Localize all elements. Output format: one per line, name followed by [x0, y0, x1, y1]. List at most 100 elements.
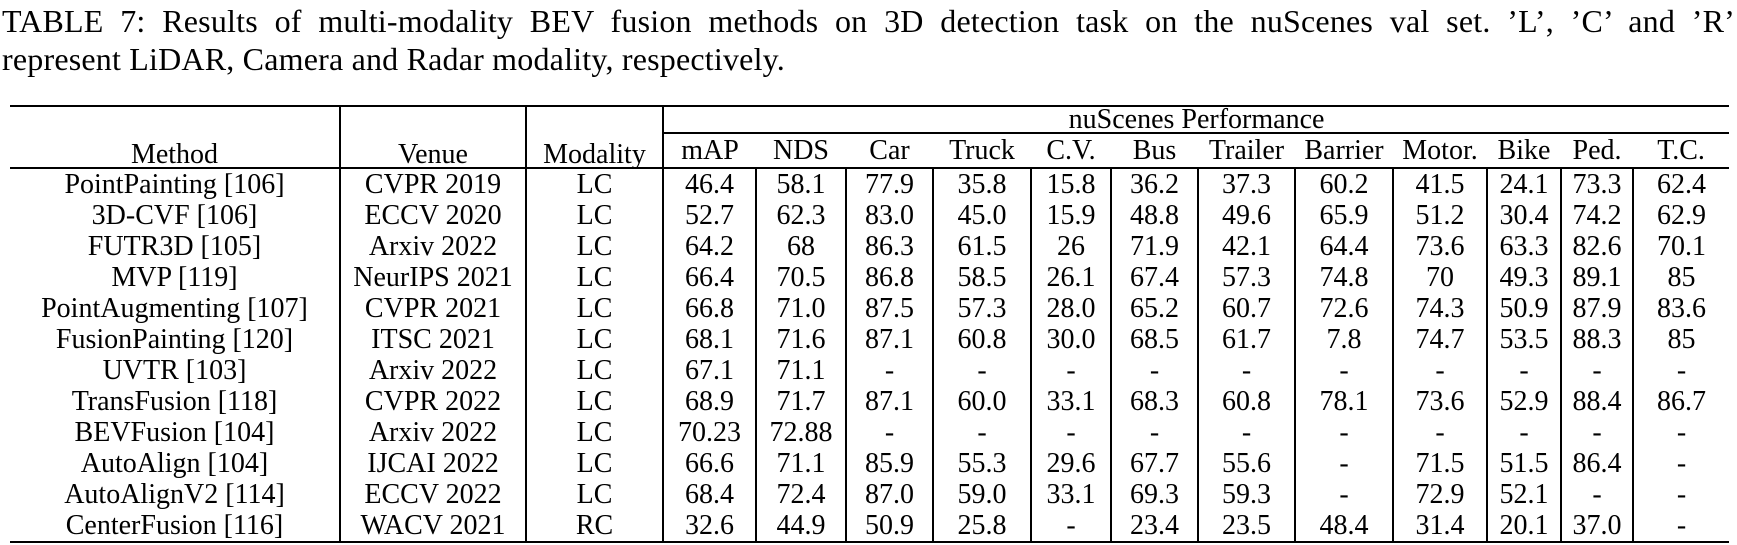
cell-trailer: 23.5 — [1198, 510, 1296, 542]
column-header-map: mAP — [681, 135, 739, 166]
cell-map: 66.4 — [663, 262, 757, 293]
cell-ped: 86.4 — [1561, 448, 1634, 479]
cell-map: 52.7 — [663, 200, 757, 231]
cell-modality: LC — [526, 262, 664, 293]
cell-venue: CVPR 2022 — [340, 386, 527, 417]
cell-motor: 74.7 — [1393, 324, 1488, 355]
cell-trailer: 61.7 — [1198, 324, 1296, 355]
cell-cv: 33.1 — [1031, 479, 1112, 510]
cell-bike: 63.3 — [1487, 231, 1562, 262]
cell-modality: LC — [526, 167, 664, 200]
cell-barrier: 74.8 — [1295, 262, 1394, 293]
cell-truck: 60.8 — [933, 324, 1032, 355]
cell-bus: 69.3 — [1111, 479, 1199, 510]
cell-ped: - — [1561, 479, 1634, 510]
column-header-truck: Truck — [949, 135, 1015, 166]
cell-venue: CVPR 2021 — [340, 293, 527, 324]
column-header-ped: Ped. — [1572, 135, 1622, 166]
cell-motor: 31.4 — [1393, 510, 1488, 542]
group-header-row: Method Venue Modality nuScenes Performan… — [10, 106, 1730, 169]
cell-trailer: - — [1198, 417, 1296, 448]
table-row: PointPainting [106] CVPR 2019 LC 46.4 58.1 77… — [10, 167, 1730, 200]
cell-method: AutoAlignV2 [114] — [10, 479, 341, 510]
table-row: UVTR [103] Arxiv 2022 LC 67.1 71.1- - - - - - - - - - — [10, 355, 1729, 386]
cell-modality: LC — [526, 231, 664, 262]
cell-motor: 73.6 — [1393, 386, 1488, 417]
cell-method: FusionPainting [120] — [10, 324, 341, 355]
cell-motor: 74.3 — [1393, 293, 1488, 324]
column-header-trailer: Trailer — [1208, 135, 1285, 166]
cell-truck: 60.0 — [933, 386, 1032, 417]
cell-trailer: 49.6 — [1198, 200, 1296, 231]
cell-bike: 51.5 — [1487, 448, 1562, 479]
cell-modality: LC — [526, 200, 664, 231]
cell-barrier: 60.2 — [1295, 167, 1394, 200]
cell-car: 87.1 — [846, 324, 934, 355]
cell-nds: 68 — [756, 231, 847, 262]
cell-trailer: 42.1 — [1198, 231, 1296, 262]
table-row: 3D-CVF [106] ECCV 2020 LC 52.7 62.3 83.0 45.0 1… — [10, 200, 1729, 231]
cell-barrier: - — [1295, 479, 1394, 510]
cell-barrier: 72.6 — [1295, 293, 1394, 324]
cell-modality: LC — [526, 417, 664, 448]
cell-cv: 26 — [1031, 231, 1112, 262]
cell-barrier: - — [1295, 355, 1394, 386]
cell-ped: 82.6 — [1561, 231, 1634, 262]
cell-barrier: - — [1295, 417, 1394, 448]
cell-bike: - — [1487, 355, 1562, 386]
cell-tc: 83.6 — [1657, 293, 1707, 324]
column-header-barrier: Barrier — [1304, 135, 1384, 166]
cell-car: 77.9 — [846, 167, 934, 200]
cell-bike: 52.1 — [1487, 479, 1562, 510]
cell-trailer: 57.3 — [1198, 262, 1296, 293]
cell-ped: 88.3 — [1561, 324, 1634, 355]
cell-bus: 68.3 — [1111, 386, 1199, 417]
cell-car: 87.0 — [846, 479, 934, 510]
cell-venue: Arxiv 2022 — [340, 231, 527, 262]
cell-map: 46.4 — [663, 167, 757, 200]
cell-method: CenterFusion [116] — [10, 510, 341, 542]
cell-cv: 33.1 — [1031, 386, 1112, 417]
cell-car: 87.5 — [846, 293, 934, 324]
cell-car: - — [846, 417, 934, 448]
cell-modality: LC — [526, 293, 664, 324]
cell-bike: 20.1 — [1487, 510, 1562, 542]
cell-method: AutoAlign [104] — [10, 448, 341, 479]
cell-motor: 70 — [1393, 262, 1488, 293]
cell-tc: - — [1676, 448, 1687, 479]
cell-map: 66.6 — [663, 448, 757, 479]
cell-bus: 48.8 — [1111, 200, 1199, 231]
cell-nds: 72.88 — [756, 417, 847, 448]
column-header-bus: Bus — [1132, 135, 1177, 166]
cell-method: PointAugmenting [107] — [10, 293, 341, 324]
cell-bike: 30.4 — [1487, 200, 1562, 231]
cell-car: 86.8 — [846, 262, 934, 293]
cell-motor: - — [1393, 417, 1488, 448]
cell-ped: 88.4 — [1561, 386, 1634, 417]
cell-venue: IJCAI 2022 — [340, 448, 527, 479]
table-row: TransFusion [118] CVPR 2022 LC 68.9 71.7 87.1… — [10, 386, 1729, 417]
cell-truck: 59.0 — [933, 479, 1032, 510]
table-header: Method Venue Modality nuScenes Performan… — [10, 106, 1730, 169]
cell-method: UVTR [103] — [10, 355, 341, 386]
cell-car: 87.1 — [846, 386, 934, 417]
cell-truck: 61.5 — [933, 231, 1032, 262]
cell-trailer: - — [1198, 355, 1296, 386]
cell-nds: 71.1 — [756, 355, 847, 386]
cell-bus: 23.4 — [1111, 510, 1199, 542]
cell-tc: - — [1676, 417, 1687, 448]
cell-bus: 67.4 — [1111, 262, 1199, 293]
cell-ped: 74.2 — [1561, 200, 1634, 231]
cell-truck: - — [933, 355, 1032, 386]
cell-trailer: 55.6 — [1198, 448, 1296, 479]
column-header-car: Car — [869, 135, 910, 166]
cell-tc: 62.9 — [1657, 200, 1707, 231]
cell-modality: RC — [526, 510, 664, 542]
cell-motor: 72.9 — [1393, 479, 1488, 510]
cell-cv: 26.1 — [1031, 262, 1112, 293]
cell-map: 68.9 — [663, 386, 757, 417]
cell-venue: ITSC 2021 — [340, 324, 527, 355]
column-header-nds: NDS — [772, 135, 829, 166]
cell-tc: - — [1676, 510, 1687, 541]
